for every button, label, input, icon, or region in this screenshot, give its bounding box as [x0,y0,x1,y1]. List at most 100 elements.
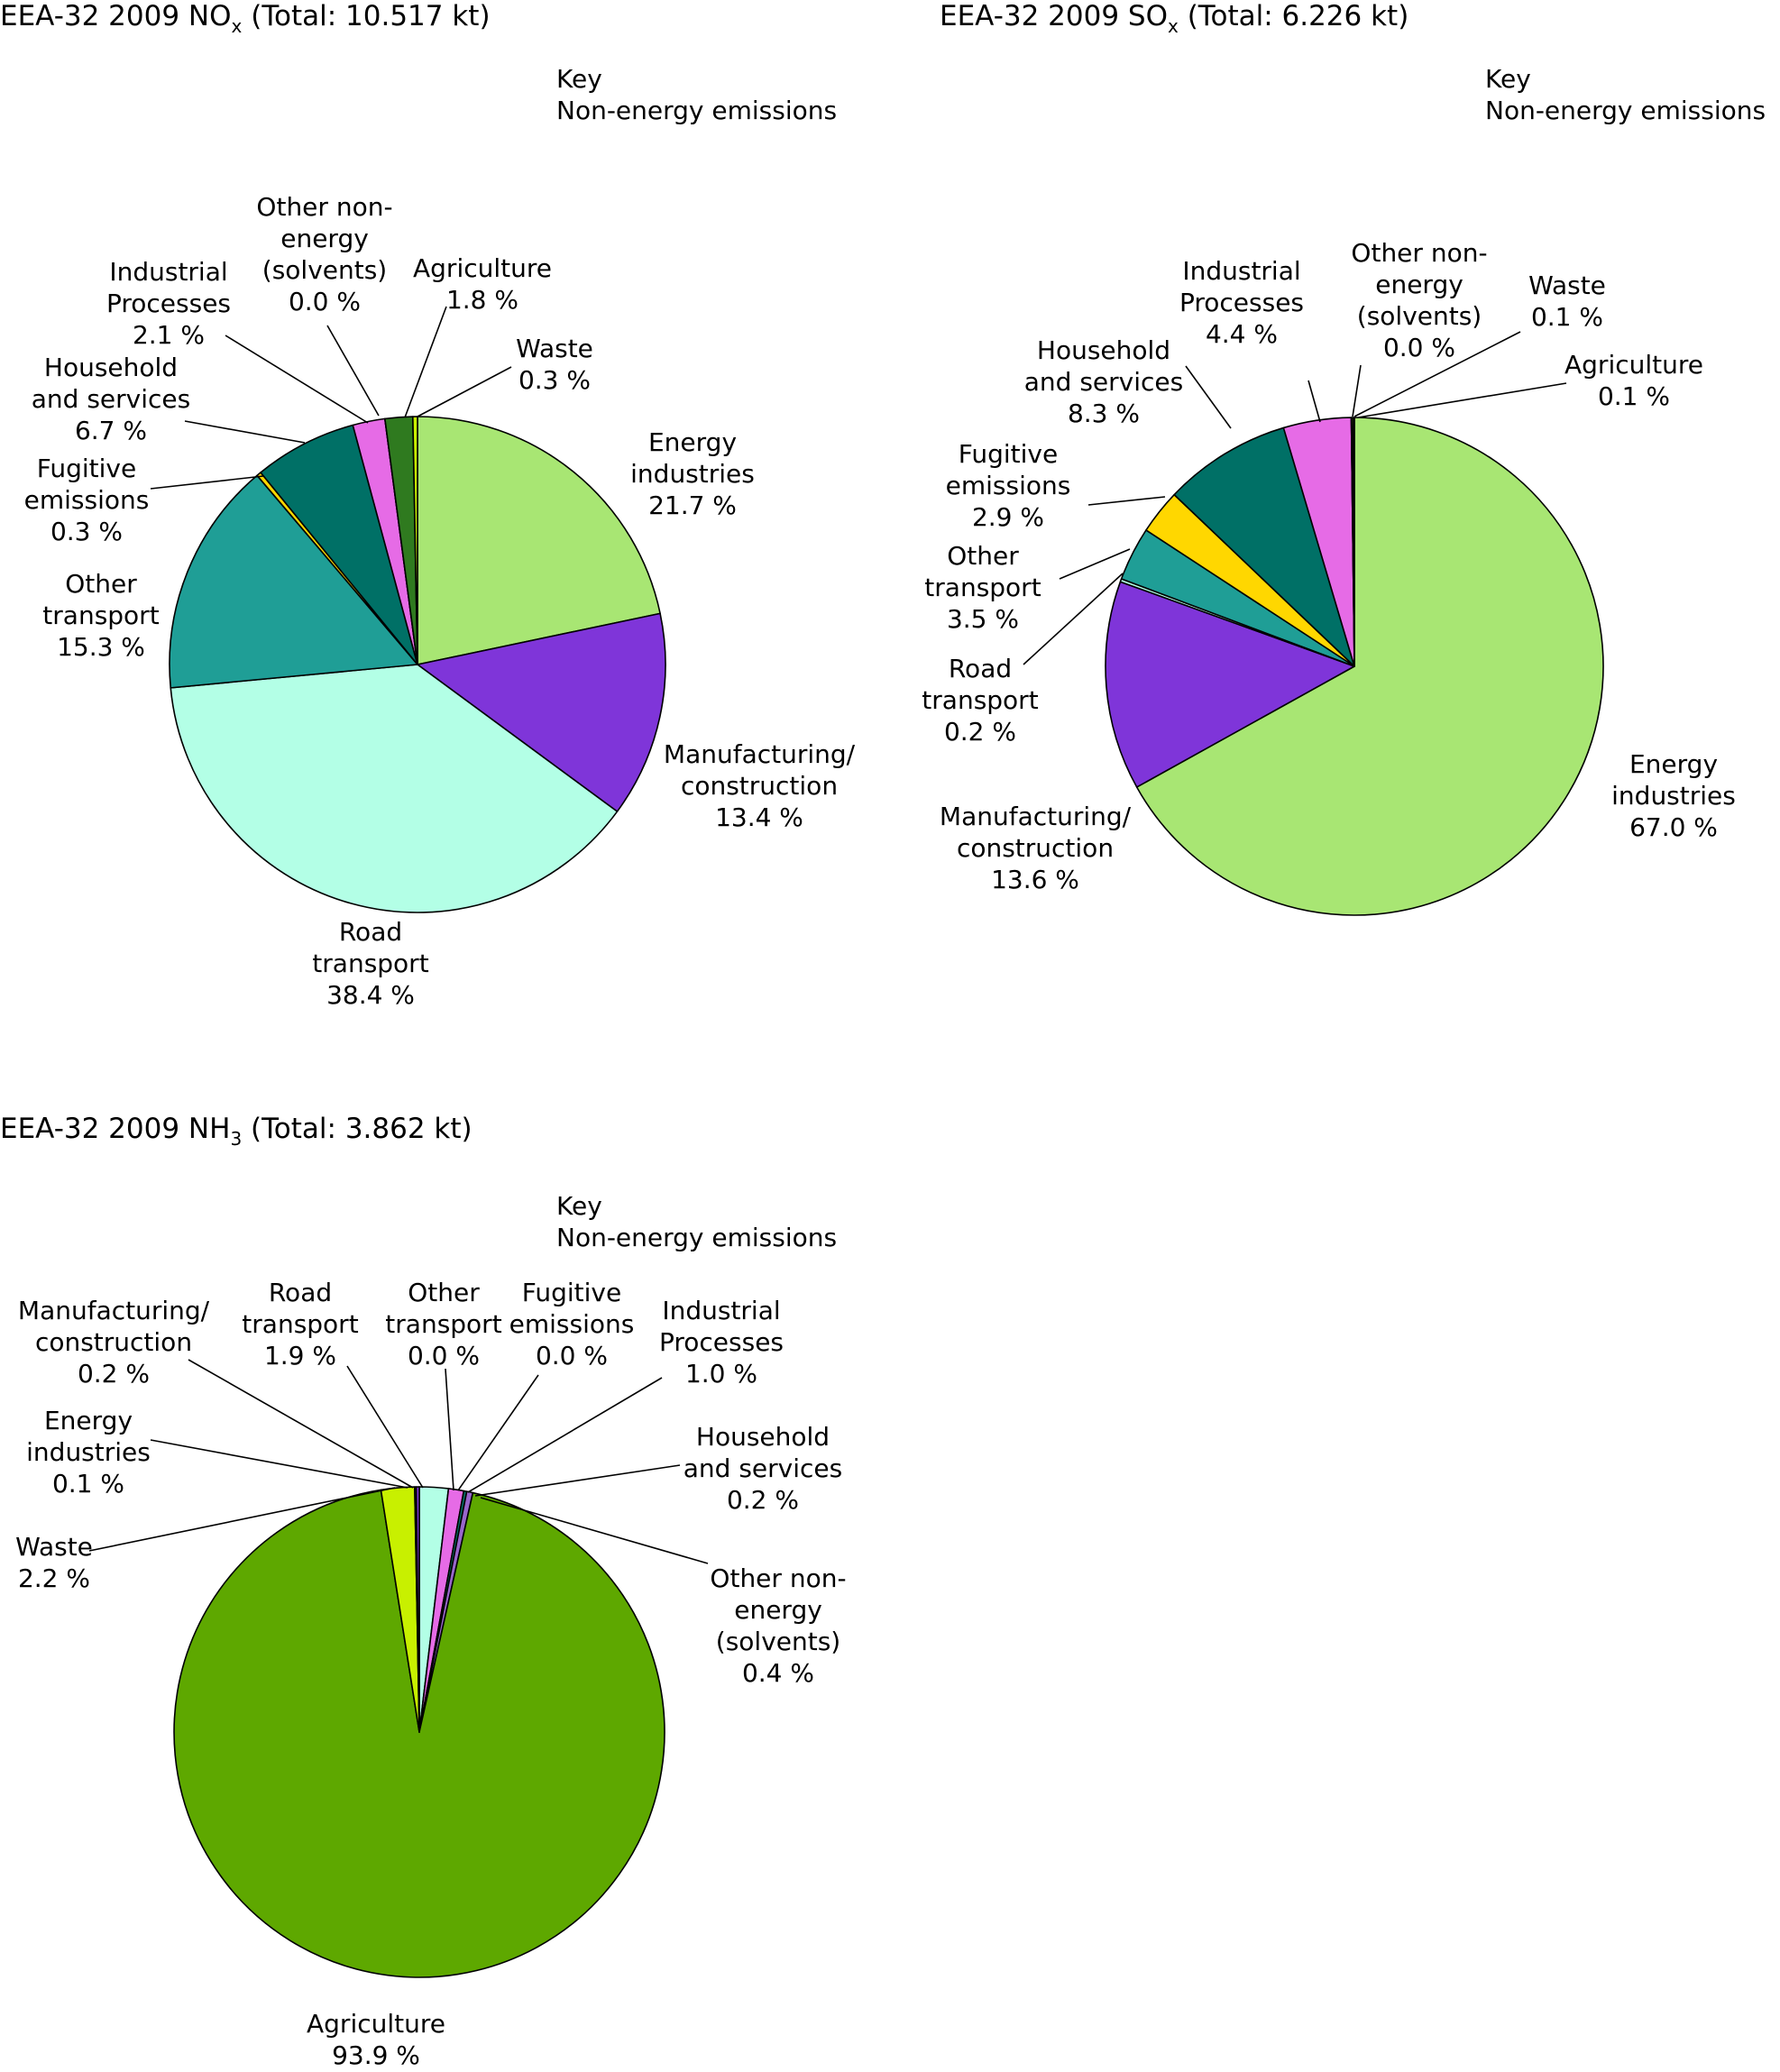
slice-name: emissions [24,485,150,515]
slice-label-other-transport: Other transport 15.3 % [42,569,159,662]
sox-pie-chart: EEA-32 2009 SOx (Total: 6.226 kt) KeyNon-… [922,0,1766,916]
slice-label-road-transport: Road transport 38.4 % [312,917,428,1010]
slice-label-waste: Waste 0.1 % [1528,270,1606,332]
slice-name: Manufacturing/ [940,802,1132,831]
key-text: Non-energy emissions [556,1223,837,1252]
slice-label-agriculture: Agriculture 0.1 % [1564,350,1703,411]
slice-percent: 0.0 % [1383,333,1455,362]
slice-percent: 15.3 % [57,632,145,662]
slice-percent: 0.3 % [518,365,591,395]
nh3-pie-chart: EEA-32 2009 NH3 (Total: 3.862 kt) KeyNon-… [0,1113,847,2070]
slice-name: transport [922,685,1038,715]
slice-name: transport [42,601,159,630]
key-text: Non-energy emissions [1485,96,1766,125]
pie-slice-agriculture [1352,417,1355,667]
slice-percent: 0.0 % [536,1341,608,1371]
leader-line-agriculture [404,306,447,418]
slice-name: industries [630,459,755,489]
leader-line-other-transport [1059,548,1131,580]
leader-line-agriculture [1357,382,1567,418]
pie-slice-manufacturing-construction [417,612,666,812]
slice-name: emissions [509,1309,635,1339]
chart-title-subscript: x [1168,15,1179,37]
pie-slice-household-and-services [1173,426,1355,667]
slice-percent: 0.2 % [727,1485,799,1515]
slice-name: and services [1024,367,1183,397]
leader-line-household-and-services [184,420,306,444]
key-label: Key [556,64,602,94]
slice-label-household-and-services: Household and services 8.3 % [1024,335,1183,428]
pie-slice-road-transport [170,664,619,913]
slice-percent: 0.2 % [78,1359,150,1389]
slice-name: and services [684,1453,842,1483]
slice-percent: 0.1 % [1531,302,1603,332]
slice-label-industrial-processes: Industrial Processes 1.0 % [659,1296,784,1389]
slice-label-other-non-energy-solvents: Other non-energy (solvents) 0.0 % [256,192,392,316]
pie-slice-other-transport [169,474,418,689]
slice-percent: 2.2 % [18,1563,90,1593]
chart-title-subscript: 3 [230,1128,242,1150]
slice-label-manufacturing-construction: Manufacturing/construction 13.4 % [664,739,856,832]
chart-title-subscript: x [232,15,243,37]
slice-percent: 0.2 % [944,717,1016,747]
leader-line-fugitive-emissions [150,475,264,490]
chart-title: EEA-32 2009 NOx (Total: 10.517 kt) [0,0,491,37]
slice-name: energy [280,224,369,253]
slice-percent: 8.3 % [1068,399,1140,428]
chart-title-text: EEA-32 2009 SO [940,0,1168,32]
slice-label-energy-industries: Energy industries 67.0 % [1611,749,1736,842]
slice-name: Waste [15,1532,93,1562]
slice-percent: 0.0 % [289,287,361,316]
slice-percent: 13.6 % [991,865,1079,894]
slice-label-agriculture: Agriculture 1.8 % [413,253,552,315]
chart-title: EEA-32 2009 NH3 (Total: 3.862 kt) [0,1113,473,1150]
chart-title: EEA-32 2009 SOx (Total: 6.226 kt) [940,0,1408,37]
leader-line-waste [417,366,512,417]
slice-name: industries [1611,781,1736,811]
slice-name: Road [339,917,402,947]
slice-name: Agriculture [307,2009,445,2039]
slice-percent: 0.0 % [408,1341,480,1371]
slice-name: Other non- [256,192,392,222]
slice-label-other-transport: Other transport 3.5 % [924,541,1041,634]
slice-label-agriculture: Agriculture 93.9 % [307,2009,445,2068]
pie-slice-household-and-services [260,424,418,665]
chart-title-total: (Total: 10.517 kt) [242,0,490,32]
chart-title-total: (Total: 3.862 kt) [242,1113,472,1145]
key-label: Key [556,1191,602,1221]
nox-pie-chart: EEA-32 2009 NOx (Total: 10.517 kt) KeyNon… [0,0,856,1010]
slice-name: Industrial [662,1296,780,1325]
slice-name: Other [408,1278,480,1307]
slice-percent: 1.9 % [264,1341,336,1371]
slice-percent: 0.1 % [52,1469,124,1499]
leader-line-other-transport [445,1368,454,1491]
leader-line-fugitive-emissions [1087,496,1166,506]
pie-slice-agriculture [173,1489,665,1978]
chart-title-text: EEA-32 2009 NH [0,1113,230,1145]
leader-line-road-transport [346,1365,424,1489]
slice-percent: 93.9 % [332,2040,420,2068]
slice-name: Other non- [710,1563,846,1593]
slice-label-energy-industries: Energy industries 0.1 % [26,1406,151,1499]
slice-label-fugitive-emissions: Fugitive emissions 2.9 % [946,439,1071,532]
slice-percent: 1.0 % [685,1359,757,1389]
slice-label-household-and-services: Household and services 6.7 % [32,353,190,445]
slice-label-other-non-energy-solvents: Other non-energy (solvents) 0.4 % [710,1563,846,1688]
slice-name: Fugitive [959,439,1058,469]
slice-name: Agriculture [413,253,552,283]
slice-name: Industrial [1182,256,1300,286]
leader-line-other-non-energy-solvents [326,325,380,417]
slice-name: construction [35,1327,192,1357]
slice-name: Energy [44,1406,133,1435]
slice-label-energy-industries: Energy industries 21.7 % [630,427,755,520]
slice-name: Fugitive [37,454,136,483]
leader-line-industrial-processes [1307,380,1321,423]
slice-label-waste: Waste 2.2 % [15,1532,93,1593]
slice-name: Household [44,353,178,382]
slice-name: (solvents) [1357,301,1482,331]
slice-name: construction [957,833,1114,863]
slice-percent: 13.4 % [715,802,803,832]
slice-name: energy [1375,270,1463,299]
slice-name: Other [65,569,137,599]
slice-percent: 2.1 % [133,320,205,350]
